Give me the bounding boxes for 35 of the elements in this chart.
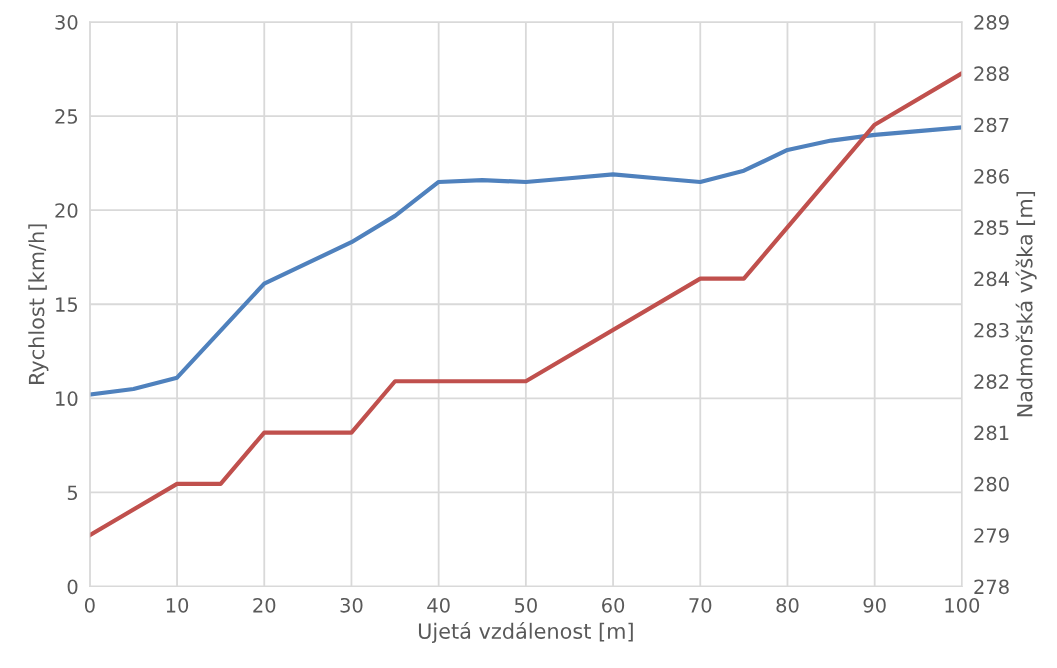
x-tick-label: 100 <box>945 597 980 613</box>
y-tick-label: 25 <box>55 109 78 124</box>
y2-tick-label: 287 <box>974 117 1009 133</box>
y-tick-label: 5 <box>67 485 78 501</box>
y2-tick-label: 285 <box>974 220 1009 235</box>
y-tick-label: 0 <box>67 579 78 595</box>
x-axis-title: Ujetá vzdálenost [m] <box>418 621 633 643</box>
y2-tick-label: 279 <box>974 528 1009 543</box>
x-tick-label: 80 <box>776 597 799 613</box>
x-tick-label: 10 <box>166 597 189 613</box>
y-tick-label: 30 <box>55 15 78 30</box>
x-tick-label: 20 <box>253 597 276 613</box>
y-tick-label: 20 <box>55 203 78 218</box>
y2-tick-label: 286 <box>974 168 1009 184</box>
y-axis-title: Rychlost [km/h] <box>28 224 49 384</box>
y2-tick-label: 289 <box>974 15 1009 30</box>
x-tick-label: 40 <box>427 597 450 613</box>
x-tick-label: 50 <box>514 597 537 613</box>
y2-tick-label: 288 <box>974 66 1009 82</box>
y2-tick-label: 283 <box>974 322 1009 338</box>
line-series <box>89 125 962 397</box>
x-tick-label: 30 <box>340 597 363 613</box>
y2-tick-label: 282 <box>974 374 1009 389</box>
x-tick-label: 70 <box>689 597 712 613</box>
y2-tick-label: 280 <box>974 476 1009 492</box>
line-series <box>89 71 962 538</box>
y2-tick-label: 278 <box>974 579 1009 595</box>
y2-axis-title: Nadmořská výška [m] <box>1015 191 1037 417</box>
y-tick-label: 15 <box>56 297 78 312</box>
x-tick-label: 60 <box>602 597 625 613</box>
y2-tick-label: 284 <box>974 271 1009 287</box>
x-tick-label: 90 <box>863 597 886 613</box>
y2-tick-label: 281 <box>974 425 1009 441</box>
y-tick-label: 10 <box>56 391 78 407</box>
x-tick-label: 0 <box>84 597 95 613</box>
